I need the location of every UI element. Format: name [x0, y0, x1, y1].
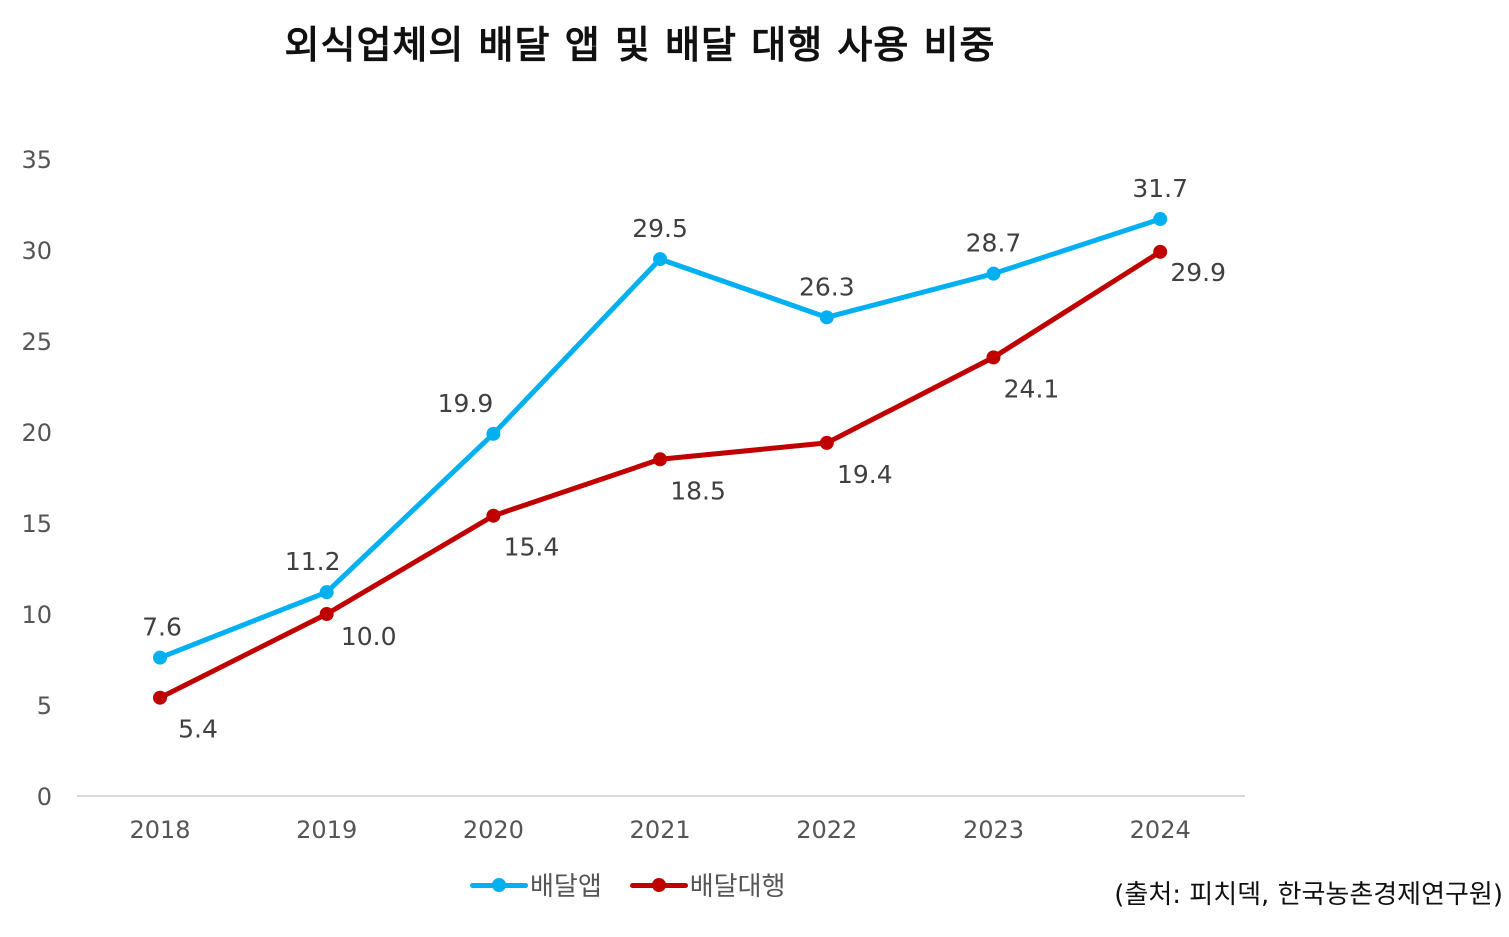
y-tick-label: 0: [37, 783, 52, 811]
data-point[interactable]: [486, 508, 501, 523]
data-label: 24.1: [1004, 374, 1060, 403]
legend-label: 배달앱: [530, 872, 602, 902]
legend: 배달앱 배달대행: [470, 866, 813, 903]
legend-item-delivery-app[interactable]: 배달앱: [470, 866, 602, 903]
y-tick-label: 20: [21, 419, 52, 447]
data-label: 29.5: [632, 214, 688, 243]
data-point[interactable]: [153, 690, 167, 705]
y-tick-label: 5: [37, 692, 52, 720]
data-point[interactable]: [653, 452, 668, 467]
y-tick-label: 30: [21, 237, 52, 265]
legend-line-marker-icon: [629, 875, 688, 895]
y-tick-label: 35: [21, 146, 52, 174]
series-line: [158, 249, 1162, 700]
data-point[interactable]: [153, 650, 167, 665]
x-tick-label: 2019: [296, 816, 357, 844]
data-labels: 7.6 11.2 19.9 29.5 26.3 28.7 31.7 5.4 10.0 15.4 18…: [142, 174, 1226, 744]
data-point[interactable]: [653, 252, 668, 267]
data-point[interactable]: [986, 350, 1001, 365]
data-label: 28.7: [966, 229, 1022, 258]
x-tick-label: 2020: [463, 816, 524, 844]
y-tick-label: 15: [21, 510, 52, 538]
data-point[interactable]: [819, 310, 834, 325]
x-tick-label: 2024: [1130, 816, 1191, 844]
series-line: [159, 216, 1161, 661]
x-tick-label: 2018: [129, 816, 190, 844]
data-label: 26.3: [799, 272, 855, 301]
data-label: 18.5: [670, 476, 726, 505]
data-label: 19.4: [837, 460, 893, 489]
data-label: 19.9: [438, 389, 494, 418]
data-point[interactable]: [319, 607, 334, 621]
data-label: 7.6: [142, 613, 182, 642]
data-label: 10.0: [341, 622, 397, 651]
x-axis-ticks: 2018 2019 2020 2021 2022 2023 2024: [129, 816, 1190, 844]
data-point[interactable]: [486, 426, 501, 441]
data-point[interactable]: [319, 585, 334, 600]
x-tick-label: 2023: [963, 816, 1024, 844]
legend-line-marker-icon: [470, 875, 528, 895]
data-label: 31.7: [1132, 174, 1188, 203]
x-tick-label: 2022: [796, 816, 857, 844]
y-tick-label: 25: [21, 328, 52, 356]
legend-label: 배달대행: [689, 872, 786, 902]
source-note: (출처: 피치덱, 한국농촌경제연구원): [1114, 880, 1503, 910]
data-label: 15.4: [504, 533, 560, 562]
y-tick-label: 10: [21, 601, 52, 629]
data-label: 5.4: [178, 715, 218, 744]
legend-item-delivery-agency[interactable]: 배달대행: [629, 866, 786, 903]
data-point[interactable]: [1153, 212, 1168, 227]
x-tick-label: 2021: [630, 816, 691, 844]
data-label: 11.2: [285, 547, 341, 576]
y-axis-ticks: 0 5 10 15 20 25 30 35: [21, 146, 52, 811]
chart-title: 외식업체의 배달 앱 및 배달 대행 사용 비중: [284, 23, 996, 67]
data-point[interactable]: [1153, 244, 1168, 259]
data-label: 29.9: [1170, 258, 1226, 287]
series-layer: [153, 212, 1168, 705]
data-point[interactable]: [819, 435, 834, 450]
data-point[interactable]: [986, 266, 1001, 281]
